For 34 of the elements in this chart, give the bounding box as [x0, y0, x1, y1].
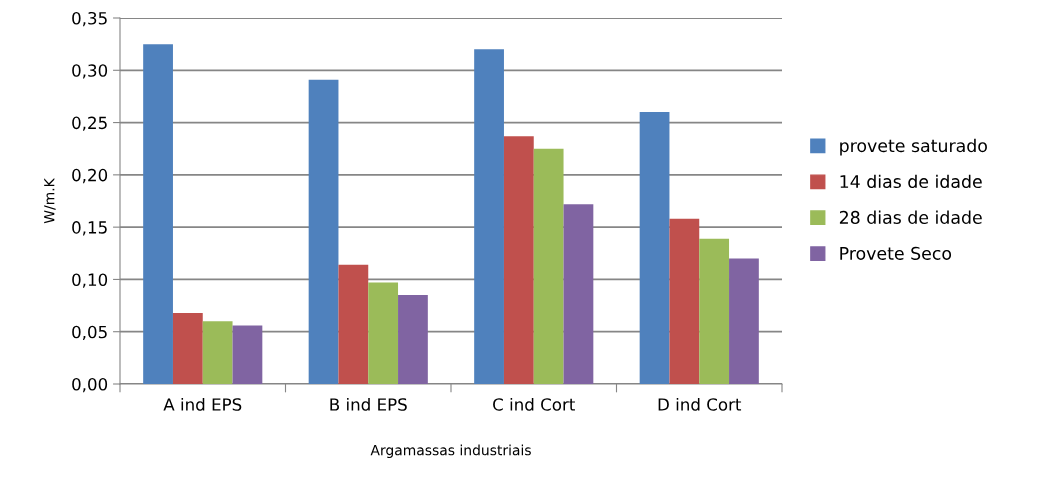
bar: [398, 295, 428, 384]
legend-label: 14 dias de idade: [840, 174, 982, 189]
y-tick-label: 0,10: [72, 273, 108, 288]
x-tick-label: B ind EPS: [330, 397, 407, 411]
bar: [474, 49, 504, 384]
bar: [143, 44, 173, 384]
bar: [308, 79, 339, 384]
bar: [533, 148, 564, 384]
legend-label: 28 dias de idade: [839, 210, 982, 224]
x-tick-label: D ind Cort: [658, 397, 742, 411]
y-tick-label: 0,00: [72, 377, 108, 393]
bar: [639, 112, 670, 384]
bar: [232, 325, 263, 384]
bar: [503, 136, 534, 384]
legend-label: Provete Seco: [840, 246, 952, 260]
bar: [338, 264, 369, 384]
y-tick-label: 0,20: [72, 168, 108, 184]
y-tick-label: 0,15: [72, 221, 107, 236]
bar: [202, 321, 233, 384]
bar: [699, 238, 730, 384]
y-tick-label: 0,25: [72, 116, 107, 131]
y-tick-label: 0,30: [72, 64, 108, 79]
bar: [729, 258, 759, 384]
bar: [669, 218, 700, 384]
bar: [172, 312, 203, 384]
y-tick-label: 0,35: [72, 11, 107, 27]
x-tick-label: A ind EPS: [163, 397, 242, 411]
bar: [563, 204, 594, 384]
x-axis-title: Argamassas industriais: [370, 444, 531, 459]
legend-label: provete saturado: [840, 138, 987, 156]
y-tick-label: 0,05: [72, 325, 107, 340]
bar: [368, 282, 399, 384]
y-axis-title: W/m.K: [44, 177, 56, 224]
x-tick-label: C ind Cort: [493, 397, 575, 411]
